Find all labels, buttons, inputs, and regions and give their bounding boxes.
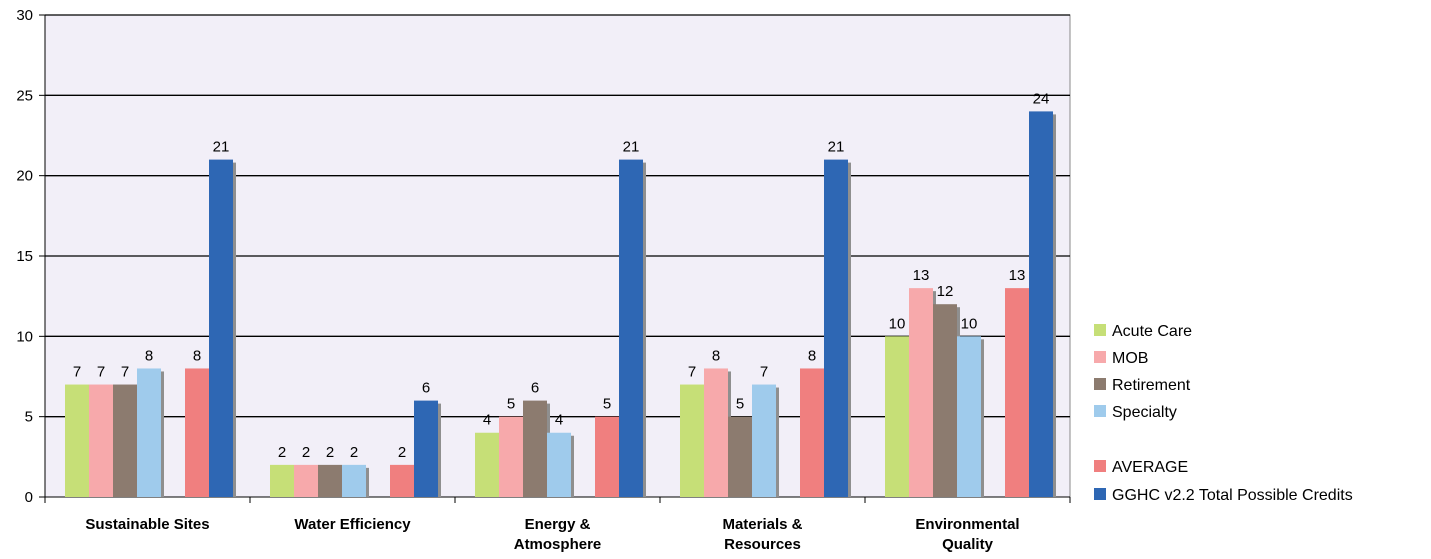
- data-label: 13: [913, 267, 930, 284]
- legend-label: Specialty: [1112, 404, 1177, 421]
- x-category-label: Energy &: [525, 516, 591, 533]
- data-label: 7: [97, 364, 105, 381]
- x-category-label: Quality: [942, 536, 994, 553]
- bar: [1029, 111, 1053, 498]
- bar: [752, 384, 776, 497]
- legend-swatch: [1094, 460, 1106, 472]
- data-label: 10: [889, 315, 906, 332]
- data-label: 4: [555, 412, 563, 429]
- bar: [728, 416, 752, 497]
- legend-swatch: [1094, 324, 1106, 336]
- bar: [65, 384, 89, 497]
- x-category-label: Water Efficiency: [294, 516, 411, 533]
- data-label: 2: [350, 444, 358, 461]
- x-category-label: Sustainable Sites: [85, 516, 209, 533]
- legend-swatch: [1094, 488, 1106, 500]
- data-label: 21: [623, 139, 640, 156]
- bar: [185, 368, 209, 497]
- bar: [885, 336, 909, 497]
- bar: [957, 336, 981, 497]
- bar: [595, 416, 619, 497]
- x-category-label: Atmosphere: [514, 536, 602, 553]
- bar: [113, 384, 137, 497]
- bar: [342, 464, 366, 497]
- bar: [89, 384, 113, 497]
- data-label: 6: [531, 380, 539, 397]
- bar: [523, 400, 547, 497]
- x-category-label: Materials &: [722, 516, 802, 533]
- data-label: 13: [1009, 267, 1026, 284]
- data-label: 7: [121, 364, 129, 381]
- data-label: 10: [961, 315, 978, 332]
- y-tick-label: 0: [25, 489, 33, 506]
- data-label: 8: [145, 347, 153, 364]
- bar: [704, 368, 728, 497]
- data-label: 5: [507, 396, 515, 413]
- bar: [390, 464, 414, 497]
- data-label: 6: [422, 380, 430, 397]
- data-label: 21: [828, 139, 845, 156]
- bar: [680, 384, 704, 497]
- data-label: 7: [73, 364, 81, 381]
- data-label: 7: [688, 364, 696, 381]
- data-label: 24: [1033, 90, 1050, 107]
- bar: [414, 400, 438, 497]
- data-label: 2: [326, 444, 334, 461]
- bar: [1005, 288, 1029, 497]
- data-label: 12: [937, 283, 954, 300]
- data-label: 5: [736, 396, 744, 413]
- bar: [294, 464, 318, 497]
- data-label: 8: [808, 347, 816, 364]
- bar: [800, 368, 824, 497]
- x-category-label: Environmental: [915, 516, 1019, 533]
- y-tick-label: 10: [16, 328, 33, 345]
- bar: [209, 159, 233, 497]
- data-label: 2: [302, 444, 310, 461]
- x-category-label: Resources: [724, 536, 801, 553]
- bar: [619, 159, 643, 497]
- data-label: 7: [760, 364, 768, 381]
- bar: [475, 432, 499, 497]
- legend-label: GGHC v2.2 Total Possible Credits: [1112, 487, 1353, 504]
- bar: [137, 368, 161, 497]
- data-label: 21: [213, 139, 230, 156]
- data-label: 8: [193, 347, 201, 364]
- data-label: 2: [278, 444, 286, 461]
- bar: [270, 464, 294, 497]
- data-label: 4: [483, 412, 491, 429]
- y-tick-label: 30: [16, 7, 33, 24]
- legend-swatch: [1094, 405, 1106, 417]
- bar: [909, 288, 933, 497]
- legend-swatch: [1094, 351, 1106, 363]
- data-label: 8: [712, 347, 720, 364]
- legend-label: MOB: [1112, 350, 1148, 367]
- legend-label: Acute Care: [1112, 323, 1192, 340]
- data-label: 2: [398, 444, 406, 461]
- data-label: 5: [603, 396, 611, 413]
- legend-swatch: [1094, 378, 1106, 390]
- y-tick-label: 15: [16, 248, 33, 265]
- bar: [499, 416, 523, 497]
- bar: [824, 159, 848, 497]
- y-tick-label: 25: [16, 87, 33, 104]
- bar: [318, 464, 342, 497]
- legend-label: AVERAGE: [1112, 459, 1188, 476]
- y-tick-label: 5: [25, 409, 33, 426]
- bar: [933, 304, 957, 497]
- y-tick-label: 20: [16, 168, 33, 185]
- bar: [547, 432, 571, 497]
- legend-label: Retirement: [1112, 377, 1191, 394]
